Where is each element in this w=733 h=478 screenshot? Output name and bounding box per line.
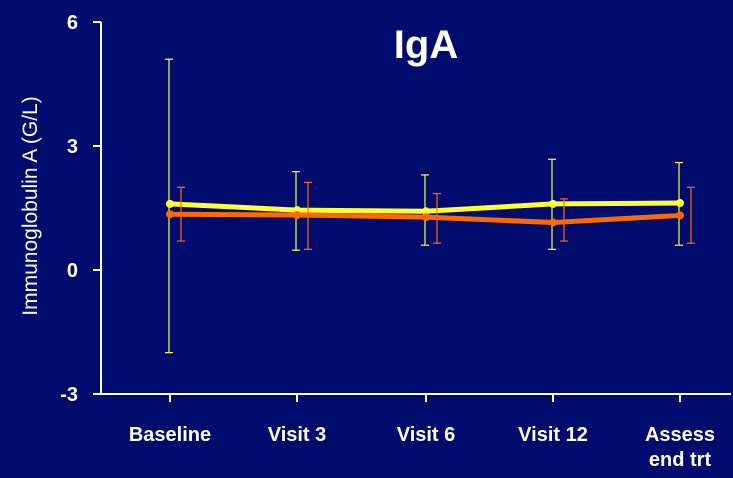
data-point-1-1 — [293, 211, 301, 220]
y-tick-label-2: 3 — [67, 136, 78, 158]
data-point-0-0 — [166, 199, 174, 208]
x-tick-label-3: Visit 12 — [518, 424, 588, 446]
x-tick-label-line: Visit 6 — [397, 424, 456, 446]
data-point-1-3 — [549, 218, 557, 227]
x-tick-label-line: end trt — [649, 449, 712, 471]
x-tick-label-line: Visit 12 — [518, 424, 588, 446]
chart-title: IgA — [394, 23, 458, 67]
data-point-0-4 — [676, 199, 684, 208]
x-tick-label-4: Assess end trt — [645, 424, 715, 471]
y-tick-label-1: 0 — [67, 260, 78, 282]
series-1 — [166, 181, 695, 250]
x-tick-label-0: Baseline — [129, 424, 211, 446]
x-tick-label-1: Visit 3 — [268, 424, 327, 446]
y-tick-label-0: -3 — [60, 384, 78, 406]
x-tick-label-line: Assess — [645, 424, 715, 446]
data-point-1-0 — [166, 210, 174, 219]
x-tick-label-line: Baseline — [129, 424, 211, 446]
y-axis-label: Immunoglobulin A (G/L) — [19, 96, 42, 315]
series-0 — [165, 58, 684, 354]
x-tick-label-2: Visit 6 — [397, 424, 456, 446]
data-point-1-4 — [676, 211, 684, 220]
data-point-0-2 — [422, 207, 430, 216]
x-tick-label-line: Visit 3 — [268, 424, 327, 446]
data-point-1-2 — [422, 213, 430, 222]
data-point-0-3 — [549, 199, 557, 208]
y-tick-label-3: 6 — [67, 12, 78, 34]
